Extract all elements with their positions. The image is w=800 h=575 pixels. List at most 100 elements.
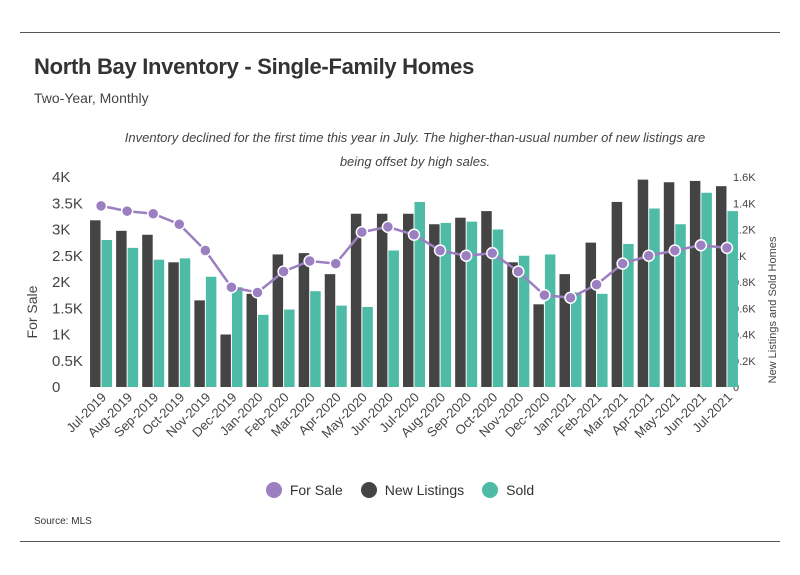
sold-bar [649,208,660,387]
new-listings-bar [246,293,258,387]
sold-bar [231,287,243,387]
left-tick-label: 3K [52,222,70,239]
new-listings-bar [455,217,466,387]
sold-bar [258,314,269,387]
for-sale-point [225,281,238,294]
sold-bar [570,292,582,387]
for-sale-line-group [94,199,734,304]
sold-bar [466,221,478,387]
for-sale-point [329,257,343,270]
legend-item-sold: Sold [482,482,534,498]
chart-subtitle: Two-Year, Monthly [34,90,149,106]
legend-item-new-listings: New Listings [360,482,465,498]
for-sale-point [538,288,551,302]
bars-group [90,179,738,387]
source-note: Source: MLS [34,516,92,527]
sold-bar [597,293,608,387]
for-sale-point [277,265,290,278]
for-sale-point [694,239,708,252]
for-sale-point [642,249,655,262]
chart-title: North Bay Inventory - Single-Family Home… [34,54,475,79]
sold-bar [362,306,373,387]
left-tick-label: 3.5K [52,195,83,212]
for-sale-point [590,278,603,291]
new-listings-bar [272,254,284,387]
legend-swatch-for-sale [265,482,282,498]
legend-label-new-listings: New Listings [384,482,465,498]
new-listings-bar [689,180,701,387]
chart-annotation: Inventory declined for the first time th… [124,130,706,169]
sold-bar [701,192,712,387]
new-listings-bar [429,224,440,387]
new-listings-bar [637,179,649,387]
new-listings-bar [350,213,362,387]
sold-bar [336,305,347,387]
new-listings-bar [559,274,570,387]
left-tick-label: 2K [52,274,70,291]
for-sale-point [251,286,264,299]
sold-bar [414,201,425,387]
sold-bar [153,259,165,387]
sold-bar [492,229,504,387]
for-sale-point [355,225,369,239]
legend-swatch-new-listings [360,482,377,498]
for-sale-point [485,246,499,260]
left-tick-label: 1K [52,327,70,344]
for-sale-point [303,254,316,268]
new-listings-bar [507,262,518,387]
new-listings-bar [715,186,727,387]
new-listings-bar [142,234,153,387]
for-sale-point [381,220,395,234]
left-tick-label: 0.5K [52,353,83,370]
right-axis-label: New Listings and Sold Homes [767,236,779,383]
sold-bar [544,254,556,387]
sold-bar [388,250,399,387]
for-sale-point [564,291,577,304]
for-sale-point [720,241,734,255]
new-listings-bar [168,262,179,387]
new-listings-bar [663,182,675,387]
sold-bar [675,224,686,387]
sold-bar [310,291,321,387]
right-tick-label: 1.4K [733,198,756,210]
bottom-rule [20,541,780,542]
for-sale-point [433,244,447,257]
sold-bar [623,243,634,387]
for-sale-point [94,199,108,213]
sold-bar [101,240,113,387]
new-listings-bar [194,300,205,387]
sold-bar [440,222,452,387]
new-listings-bar [481,211,492,387]
right-tick-label: 0.8K [733,277,756,289]
right-tick-label: 0.2K [733,356,756,368]
legend-item-for-sale: For Sale [265,482,343,498]
right-tick-label: 0.6K [733,303,756,315]
new-listings-bar [376,213,388,387]
for-sale-point [512,265,525,278]
left-tick-label: 1.5K [52,300,83,317]
right-tick-label: 0.4K [733,330,756,342]
for-sale-point [616,257,629,270]
new-listings-bar [611,201,623,387]
new-listings-bar [298,253,310,387]
x-axis-labels: Jul-2019Aug-2019Sep-2019Oct-2019Nov-2019… [63,390,735,441]
legend-label-sold: Sold [506,482,535,498]
new-listings-bar [533,304,544,387]
legend-swatch-sold [482,482,499,498]
new-listings-bar [403,213,414,387]
for-sale-point [146,207,160,220]
sold-bar [205,276,217,387]
sold-bar [727,211,738,387]
left-axis-ticks: 4K 3.5K 3K 2.5K 2K 1.5K 1K 0.5K 0 [52,169,83,396]
right-tick-label: 1.2K [733,225,756,237]
for-sale-point [199,244,212,257]
sold-bar [127,247,139,387]
new-listings-bar [324,274,336,387]
sold-bar [284,309,295,387]
left-tick-label: 4K [52,169,70,186]
left-tick-label: 2.5K [52,248,83,265]
for-sale-point [407,228,421,241]
sold-bar [518,255,530,387]
